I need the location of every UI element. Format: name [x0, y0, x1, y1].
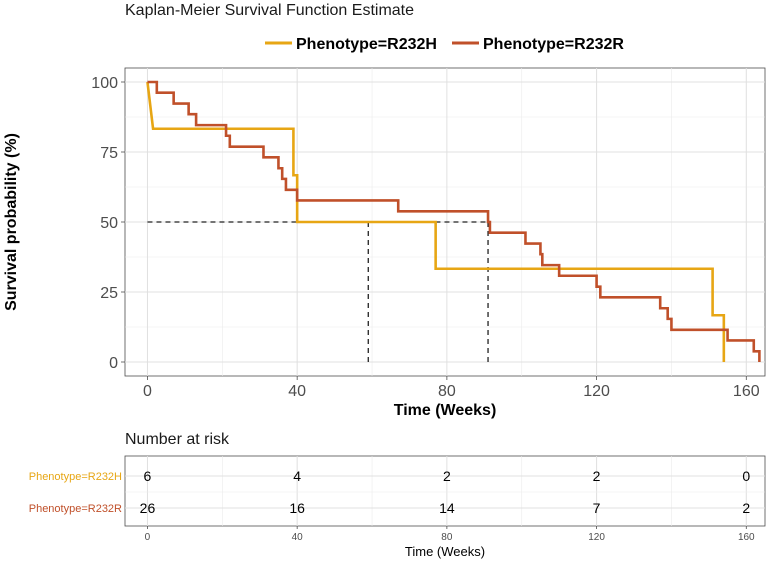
risk-value: 6	[144, 468, 152, 484]
risk-value: 2	[742, 500, 750, 516]
survival-curve-r232r	[147, 80, 761, 362]
y-tick-label: 50	[100, 215, 118, 232]
risk-x-tick-label: 120	[588, 532, 605, 543]
risk-x-tick-label: 160	[738, 532, 755, 543]
risk-value: 7	[593, 500, 601, 516]
risk-value: 4	[293, 468, 301, 484]
risk-table-title: Number at risk	[125, 431, 230, 448]
risk-value: 2	[593, 468, 601, 484]
risk-table-panel: 6 4 2 2 0 26 16 14 7 2	[124, 455, 766, 527]
survival-curves	[146, 80, 761, 362]
risk-table-row-labels: Phenotype=R232H Phenotype=R232R	[29, 471, 122, 515]
plot-panel	[124, 67, 766, 377]
risk-x-tick-label: 80	[441, 532, 453, 543]
risk-table-border	[124, 455, 766, 527]
risk-table-x-axis-title: Time (Weeks)	[405, 544, 485, 559]
risk-row-label: Phenotype=R232R	[29, 503, 122, 515]
risk-value: 0	[742, 468, 750, 484]
risk-value: 26	[140, 500, 156, 516]
risk-value: 2	[443, 468, 451, 484]
risk-value: 16	[289, 500, 305, 516]
risk-x-tick-label: 0	[145, 532, 151, 543]
legend-label-r232h: Phenotype=R232H	[296, 36, 437, 53]
risk-value: 14	[439, 500, 455, 516]
x-tick-label: 120	[583, 383, 610, 400]
survival-curve-r232h	[146, 81, 726, 362]
y-axis-title: Survival probability (%)	[3, 133, 20, 311]
y-axis-ticks: 0 25 50 75 100	[91, 75, 125, 372]
risk-table-values: 6 4 2 2 0 26 16 14 7 2	[140, 468, 751, 516]
chart-title: Kaplan-Meier Survival Function Estimate	[125, 2, 414, 19]
y-tick-label: 25	[100, 285, 118, 302]
risk-row-label: Phenotype=R232H	[29, 471, 122, 483]
x-tick-label: 160	[733, 383, 760, 400]
x-tick-label: 80	[438, 383, 456, 400]
legend-label-r232r: Phenotype=R232R	[483, 36, 624, 53]
risk-table-grid	[125, 456, 765, 526]
x-tick-label: 0	[143, 383, 152, 400]
x-tick-label: 40	[288, 383, 306, 400]
risk-x-tick-label: 40	[292, 532, 304, 543]
y-tick-label: 100	[91, 75, 118, 92]
x-axis-ticks: 0 40 80 120 160	[143, 376, 760, 400]
y-tick-label: 0	[109, 355, 118, 372]
x-axis-title: Time (Weeks)	[394, 402, 497, 419]
risk-table-x-ticks: 0 40 80 120 160	[145, 526, 755, 543]
y-tick-label: 75	[100, 145, 118, 162]
legend: Phenotype=R232H Phenotype=R232R	[265, 36, 624, 53]
